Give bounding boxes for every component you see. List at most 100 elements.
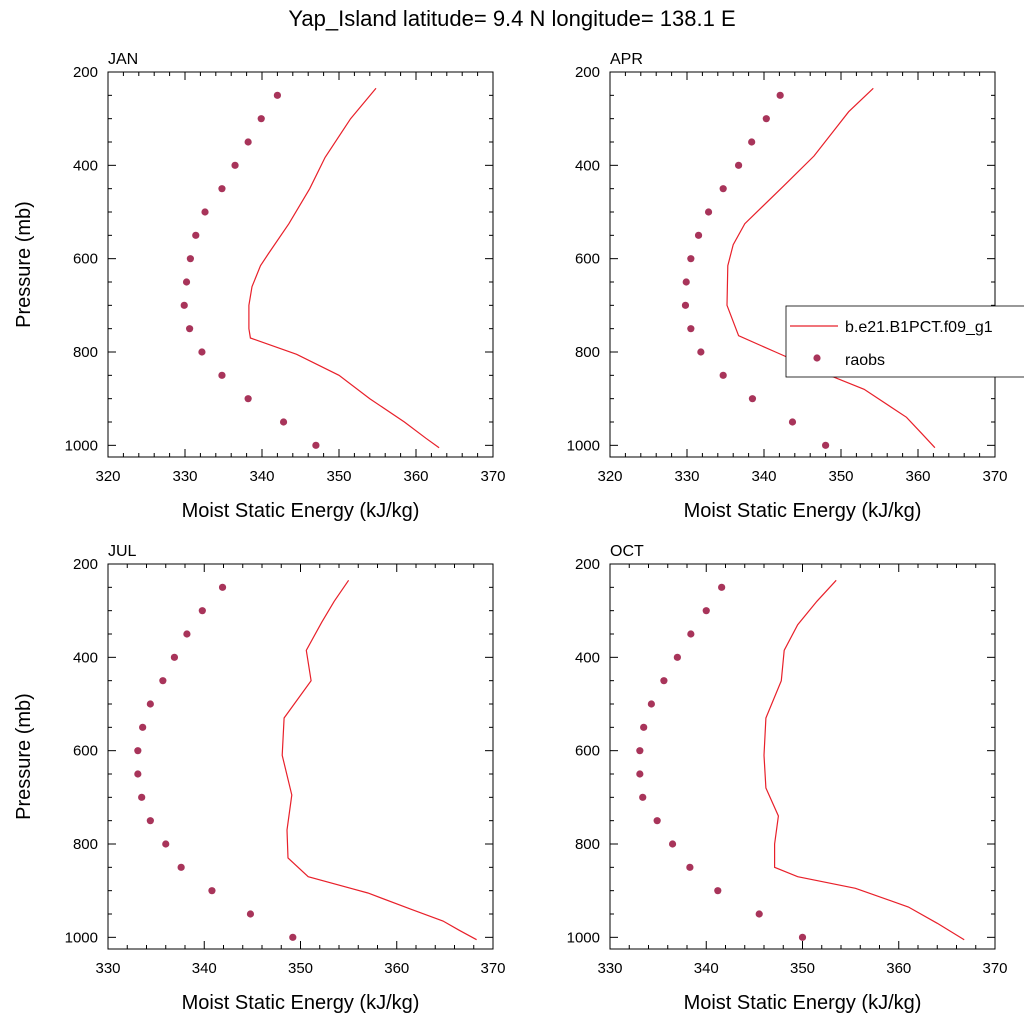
raobs-point xyxy=(636,747,644,755)
y-tick-label: 600 xyxy=(73,251,98,268)
x-tick-label: 350 xyxy=(828,468,853,485)
raobs-point xyxy=(134,747,142,755)
chart-panel-jul: 330 340 350 360 370 200 400 600 800 1000 JUL Moist … xyxy=(13,543,506,1014)
x-tick-label: 330 xyxy=(674,468,699,485)
raobs-point xyxy=(138,793,146,801)
y-tick-label: 400 xyxy=(575,649,600,666)
panels-group: 320 330 340 350 360 370 200 400 600 800 1000 JAN Moi… xyxy=(13,51,1008,1014)
raobs-point xyxy=(208,887,216,895)
y-tick-label: 800 xyxy=(575,836,600,853)
raobs-point xyxy=(748,395,757,403)
legend-model-label: b.e21.B1PCT.f09_g1 xyxy=(845,319,993,336)
raobs-point xyxy=(244,395,252,403)
panel-label: JAN xyxy=(108,51,138,68)
y-tick-label: 200 xyxy=(575,556,600,573)
raobs-point xyxy=(686,863,694,871)
raobs-point xyxy=(682,278,690,286)
y-tick-label: 200 xyxy=(575,64,600,81)
y-tick-label: 400 xyxy=(73,649,98,666)
y-tick-label: 1000 xyxy=(567,437,600,454)
plot-frame xyxy=(609,71,996,458)
y-tick-label: 1000 xyxy=(65,929,98,946)
raobs-point xyxy=(687,255,695,263)
raobs-point xyxy=(289,933,297,941)
raobs-point xyxy=(198,348,206,356)
x-tick-label: 340 xyxy=(694,960,719,977)
raobs-point xyxy=(702,607,710,615)
raobs-point xyxy=(636,770,644,778)
x-tick-label: 330 xyxy=(95,960,120,977)
raobs-point xyxy=(201,208,209,216)
raobs-point xyxy=(159,677,167,685)
raobs-point xyxy=(146,817,154,825)
raobs-point xyxy=(192,231,200,239)
y-tick-label: 200 xyxy=(73,556,98,573)
raobs-point xyxy=(734,161,743,169)
y-axis-label: Pressure (mb) xyxy=(13,201,35,328)
y-tick-label: 800 xyxy=(73,836,98,853)
x-tick-label: 320 xyxy=(597,468,622,485)
x-axis-label: Moist Static Energy (kJ/kg) xyxy=(182,992,420,1014)
raobs-point xyxy=(776,91,784,99)
panel-label: OCT xyxy=(610,543,644,560)
plot-frame xyxy=(609,563,996,950)
raobs-point xyxy=(273,91,281,99)
raobs-point xyxy=(718,583,726,591)
legend-obs-label: raobs xyxy=(845,352,885,369)
y-tick-label: 600 xyxy=(73,743,98,760)
y-tick-label: 400 xyxy=(575,157,600,174)
x-axis-label: Moist Static Energy (kJ/kg) xyxy=(684,500,922,522)
raobs-point xyxy=(788,418,797,426)
plot-frame xyxy=(107,563,494,950)
y-tick-label: 1000 xyxy=(567,929,600,946)
raobs-point xyxy=(640,723,648,731)
raobs-point xyxy=(139,723,147,731)
raobs-point xyxy=(146,700,154,708)
raobs-point xyxy=(183,630,191,638)
x-tick-label: 360 xyxy=(886,960,911,977)
model-series-line xyxy=(248,87,440,449)
x-tick-label: 350 xyxy=(326,468,351,485)
x-tick-label: 330 xyxy=(597,960,622,977)
x-tick-label: 370 xyxy=(982,468,1007,485)
legend-obs-swatch xyxy=(813,354,821,362)
raobs-point xyxy=(279,418,288,426)
raobs-point xyxy=(681,301,690,309)
y-tick-label: 600 xyxy=(575,251,600,268)
model-series-line xyxy=(726,87,936,449)
raobs-point xyxy=(697,348,705,356)
x-tick-label: 360 xyxy=(403,468,428,485)
raobs-point xyxy=(186,255,194,263)
x-tick-label: 340 xyxy=(249,468,274,485)
raobs-point xyxy=(218,371,226,379)
y-tick-label: 200 xyxy=(73,64,98,81)
panel-label: APR xyxy=(610,51,643,68)
raobs-point xyxy=(714,887,722,895)
raobs-point xyxy=(134,770,142,778)
raobs-point xyxy=(719,185,727,193)
x-tick-label: 350 xyxy=(288,960,313,977)
raobs-point xyxy=(198,607,206,615)
y-axis-label: Pressure (mb) xyxy=(13,693,35,820)
x-tick-label: 360 xyxy=(905,468,930,485)
raobs-point xyxy=(719,371,727,379)
raobs-point xyxy=(244,138,252,146)
raobs-point xyxy=(647,700,655,708)
raobs-point xyxy=(186,325,194,333)
raobs-point xyxy=(180,301,188,309)
x-tick-label: 340 xyxy=(751,468,776,485)
x-axis-label: Moist Static Energy (kJ/kg) xyxy=(182,500,420,522)
x-tick-label: 350 xyxy=(790,960,815,977)
figure-title: Yap_Island latitude= 9.4 N longitude= 13… xyxy=(288,6,735,31)
raobs-point xyxy=(170,653,179,661)
raobs-point xyxy=(798,933,807,941)
y-tick-label: 1000 xyxy=(65,437,98,454)
chart-panel-apr: 320 330 340 350 360 370 200 400 600 800 1000 APR Moi… xyxy=(567,51,1008,522)
y-tick-label: 400 xyxy=(73,157,98,174)
raobs-point xyxy=(668,840,677,848)
raobs-point xyxy=(639,793,647,801)
raobs-point xyxy=(177,863,185,871)
raobs-point xyxy=(218,185,226,193)
raobs-point xyxy=(694,231,703,239)
